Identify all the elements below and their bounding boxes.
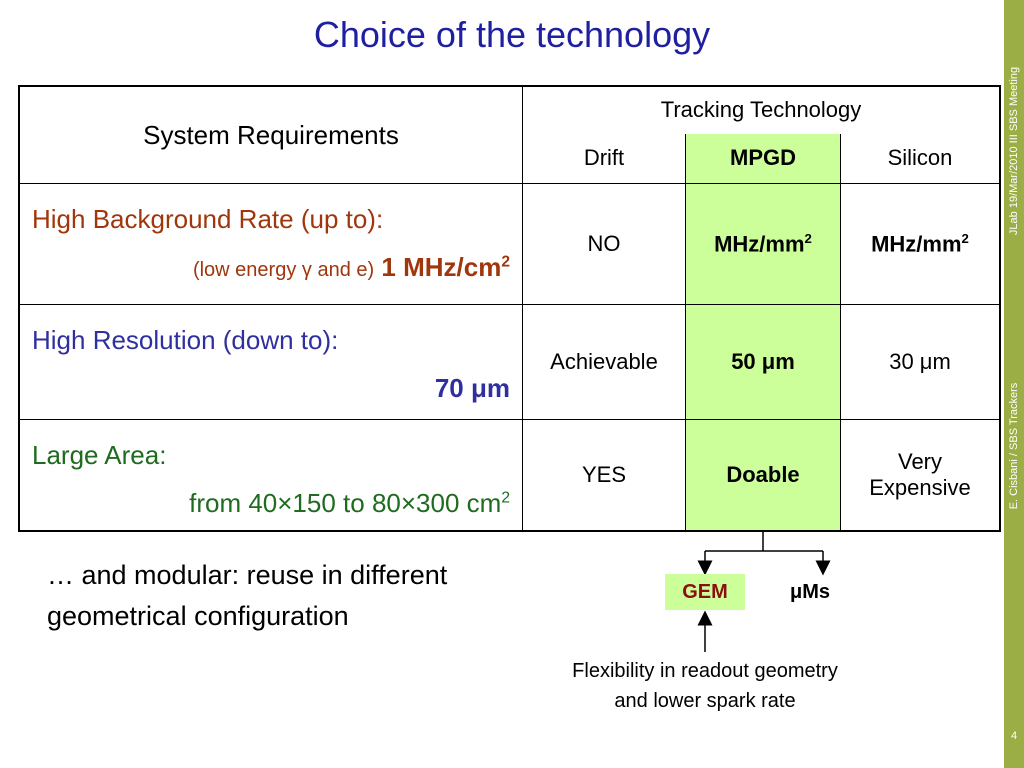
cell-value-line1: Very — [897, 449, 943, 474]
requirement-resolution: High Resolution (down to): 70 μm — [18, 304, 523, 420]
requirement-background-rate: High Background Rate (up to): (low energ… — [18, 183, 523, 305]
flexibility-note-line2: and lower spark rate — [614, 690, 796, 712]
table-row: High Resolution (down to): 70 μm Achieva… — [18, 304, 1001, 420]
mpgd-resolution: 50 μm — [685, 304, 841, 420]
tracking-technology-header: Tracking Technology — [522, 85, 1001, 134]
requirement-area: Large Area: from 40×150 to 80×300 cm2 — [18, 419, 523, 532]
drift-resolution: Achievable — [522, 304, 686, 420]
system-requirements-header: System Requirements — [18, 85, 523, 184]
ums-label: μMs — [790, 581, 831, 603]
requirement-number: from 40×150 to 80×300 cm — [189, 488, 502, 518]
requirement-value: from 40×150 to 80×300 cm2 — [189, 488, 510, 519]
silicon-area: Very Expensive — [840, 419, 1001, 532]
flexibility-note-line1: Flexibility in readout geometry — [572, 660, 838, 682]
mpgd-area: Doable — [685, 419, 841, 532]
page-number: 4 — [1010, 730, 1018, 742]
flexibility-note: Flexibility in readout geometry and lowe… — [520, 656, 890, 716]
gem-label: GEM — [665, 574, 745, 610]
column-drift: Drift — [522, 133, 686, 184]
table-row: Large Area: from 40×150 to 80×300 cm2 YE… — [18, 419, 1001, 532]
silicon-background-rate: MHz/mm2 — [840, 183, 1001, 305]
superscript: 2 — [501, 253, 510, 271]
superscript: 2 — [804, 230, 812, 246]
cell-value: MHz/mm — [714, 231, 805, 257]
superscript: 2 — [501, 489, 510, 507]
requirement-value: 70 μm — [434, 373, 510, 403]
requirement-detail: (low energy γ and e) — [192, 259, 375, 281]
column-mpgd: MPGD — [685, 133, 841, 184]
requirement-title: High Background Rate (up to): — [32, 204, 384, 234]
side-band — [1004, 0, 1024, 768]
modular-note: … and modular: reuse in different geomet… — [47, 560, 448, 631]
requirements-table: System Requirements Tracking Technology … — [18, 85, 1001, 532]
requirement-title: Large Area: — [32, 440, 167, 470]
requirement-title: High Resolution (down to): — [32, 325, 339, 355]
requirement-number: 1 MHz/cm — [381, 252, 502, 282]
slide-title: Choice of the technology — [313, 14, 711, 55]
table-row: High Background Rate (up to): (low energ… — [18, 183, 1001, 305]
superscript: 2 — [961, 230, 969, 246]
requirement-value: (low energy γ and e) 1 MHz/cm2 — [193, 252, 510, 283]
silicon-resolution: 30 μm — [840, 304, 1001, 420]
drift-area: YES — [522, 419, 686, 532]
mpgd-background-rate: MHz/mm2 — [685, 183, 841, 305]
cell-value-line2: Expensive — [869, 475, 971, 500]
cell-value: MHz/mm — [871, 231, 962, 257]
drift-background-rate: NO — [522, 183, 686, 305]
column-silicon: Silicon — [840, 133, 1001, 184]
